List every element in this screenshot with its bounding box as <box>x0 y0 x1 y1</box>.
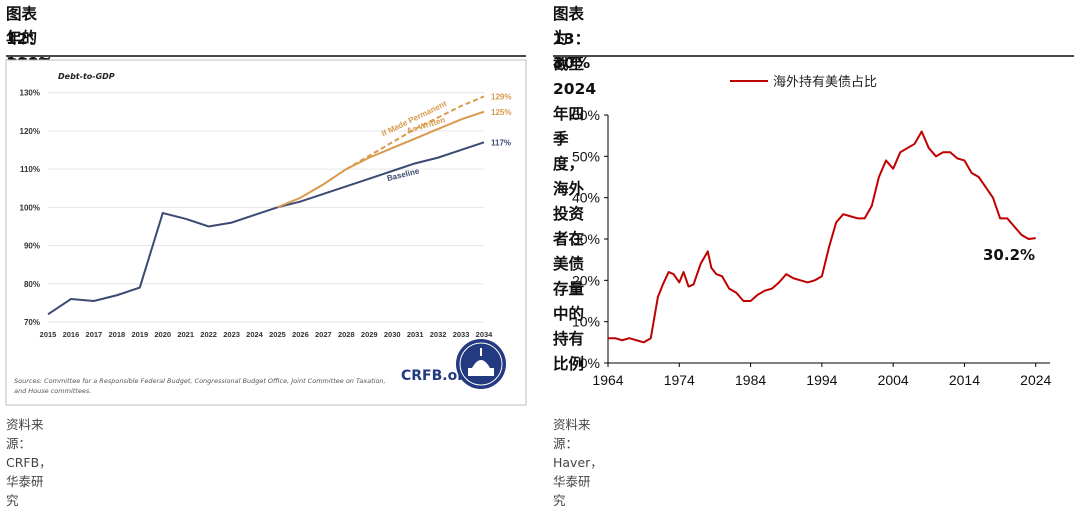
left-x-tick-label: 2026 <box>292 330 309 339</box>
right-y-tick-label: 10% <box>572 314 600 330</box>
crfb-capitol-logo-icon <box>456 339 506 389</box>
right-y-tick-label: 60% <box>572 107 600 123</box>
left-x-tick-label: 2027 <box>315 330 332 339</box>
right-x-tick-label: 2004 <box>878 372 909 388</box>
left-series-as-written <box>277 110 485 209</box>
right-x-tick-label: 1984 <box>735 372 766 388</box>
left-x-tick-label: 2019 <box>131 330 148 339</box>
left-x-tick-label: 2015 <box>40 330 57 339</box>
right-chart: 海外持有美债占比 0% 10% 20% 30% 40% 50% 60% 1964 1974 19… <box>572 75 1052 388</box>
right-legend-label: 海外持有美债占比 <box>773 75 877 90</box>
left-x-tick-label: 2021 <box>177 330 194 339</box>
right-caption-rule <box>553 55 1074 57</box>
right-x-tick-label: 1964 <box>592 372 623 388</box>
left-x-tick-label: 2033 <box>453 330 470 339</box>
left-end-label: 117% <box>491 138 511 147</box>
left-source: 资料来源：CRFB，华泰研究 <box>6 417 52 508</box>
right-x-tick-label: 2014 <box>949 372 980 388</box>
left-y-tick-label: 120% <box>20 127 40 136</box>
left-x-tick-label: 2025 <box>269 330 286 339</box>
right-y-tick-label: 50% <box>572 148 600 164</box>
left-y-tick-label: 80% <box>24 280 40 289</box>
right-legend: 海外持有美债占比 <box>730 75 877 90</box>
left-source-note-1: Sources: Committee for a Responsible Fed… <box>14 377 386 385</box>
right-series-line <box>608 130 1036 344</box>
right-x-tick-label: 2024 <box>1020 372 1051 388</box>
right-y-tick-label: 40% <box>572 190 600 206</box>
right-caption-line1: 图表 13： 截至 2024 年四季度，海外投资者在美债存量中的持有比例 <box>553 5 597 373</box>
left-y-tick-label: 130% <box>20 89 40 98</box>
left-y-tick-label: 70% <box>24 318 40 327</box>
left-x-tick-label: 2017 <box>86 330 103 339</box>
left-x-tick-label: 2032 <box>430 330 447 339</box>
left-x-tick-label: 2024 <box>246 330 264 339</box>
left-x-tick-label: 2016 <box>63 330 80 339</box>
left-x-tick-label: 2023 <box>223 330 240 339</box>
left-end-label: 129% <box>491 92 511 101</box>
left-x-tick-label: 2018 <box>108 330 125 339</box>
right-annotation: 30.2% <box>983 246 1035 264</box>
left-x-tick-label: 2030 <box>384 330 401 339</box>
right-y-tick-label: 0% <box>580 355 600 371</box>
left-source-note-2: and House committees. <box>14 387 91 395</box>
crfb-logo-text: CRFB.org <box>401 368 474 384</box>
right-x-tick-label: 1994 <box>806 372 837 388</box>
right-y-tick-label: 30% <box>572 231 600 247</box>
left-x-tick-label: 2028 <box>338 330 355 339</box>
left-chart-title: Debt-to-GDP <box>58 72 115 81</box>
left-chart: Debt-to-GDP 70% 80% 90% 100% 110% 120% 130% 20… <box>5 59 527 406</box>
right-caption-line2: 为 30% <box>553 29 591 72</box>
right-x-tick-label: 1974 <box>664 372 695 388</box>
left-y-tick-label: 90% <box>24 242 40 251</box>
left-y-tick-label: 110% <box>20 165 40 174</box>
left-series-if-made-permanent <box>345 95 485 170</box>
left-y-tick-label: 100% <box>20 203 40 212</box>
left-end-label: 125% <box>491 108 511 117</box>
right-source: 资料来源：Haver，华泰研究 <box>553 417 603 508</box>
left-x-tick-label: 2034 <box>476 330 494 339</box>
left-series-baseline <box>47 141 485 316</box>
right-y-tick-label: 20% <box>572 272 600 288</box>
left-x-tick-label: 2031 <box>407 330 424 339</box>
left-x-tick-label: 2020 <box>154 330 171 339</box>
left-x-tick-label: 2022 <box>200 330 217 339</box>
left-caption-rule <box>6 55 526 57</box>
left-x-tick-label: 2029 <box>361 330 378 339</box>
